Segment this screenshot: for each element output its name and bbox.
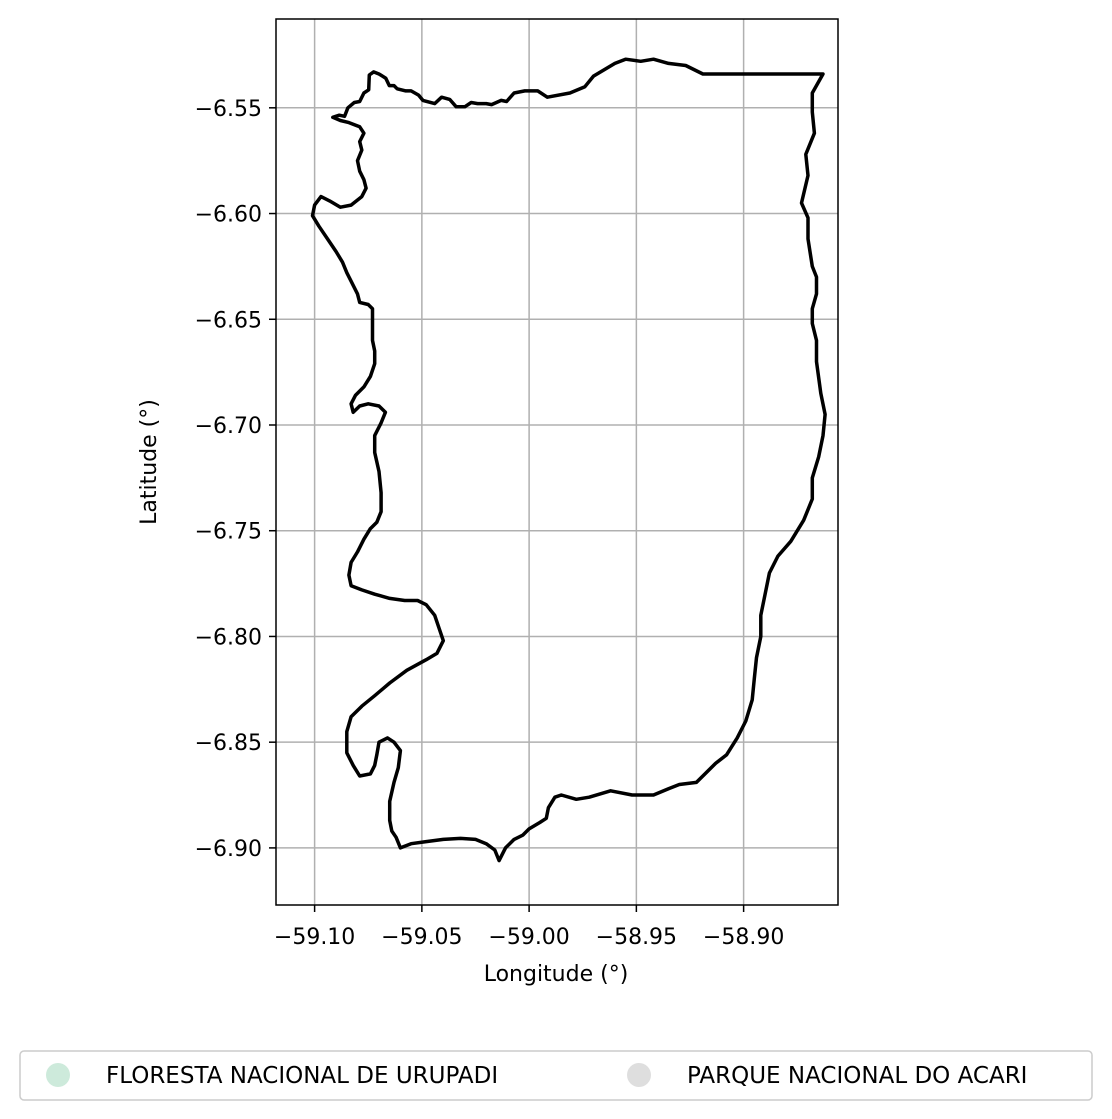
y-tick-label-6-65: −6.65 — [195, 308, 262, 333]
y-tick-label-6-60: −6.60 — [195, 203, 262, 228]
legend-label-floresta-nacional-de-urupadi: FLORESTA NACIONAL DE URUPADI — [106, 1063, 498, 1089]
legend-marker-floresta-nacional-de-urupadi — [46, 1063, 70, 1087]
legend-label-parque-nacional-do-acari: PARQUE NACIONAL DO ACARI — [687, 1063, 1027, 1089]
x-tick-label-59-05: −59.05 — [381, 925, 462, 950]
grid-lines — [276, 19, 838, 905]
y-tick-label-6-90: −6.90 — [195, 837, 262, 862]
protected-area-boundary — [310, 57, 827, 863]
x-tick-label-58-90: −58.90 — [703, 925, 784, 950]
y-tick-label-6-75: −6.75 — [195, 520, 262, 545]
x-tick-label-58-95: −58.95 — [596, 925, 677, 950]
x-tick-label-59-10: −59.10 — [274, 925, 355, 950]
legend-marker-parque-nacional-do-acari — [627, 1063, 651, 1087]
x-axis-label: Longitude (°) — [484, 962, 629, 987]
y-tick-label-6-80: −6.80 — [195, 625, 262, 650]
x-tick-label-59-00: −59.00 — [488, 925, 569, 950]
y-tick-label-6-70: −6.70 — [195, 414, 262, 439]
plot-area: −59.10 −59.05 −59.00 −58.95 −58.90 −6.55 −6.6… — [195, 18, 839, 950]
legend: FLORESTA NACIONAL DE URUPADI PARQUE NACI… — [19, 1050, 1093, 1101]
x-axis-ticks: −59.10 −59.05 −59.00 −58.95 −58.90 — [274, 905, 784, 950]
y-tick-label-6-85: −6.85 — [195, 731, 262, 756]
y-axis-label: Latitude (°) — [137, 399, 162, 525]
legend-frame — [19, 1050, 1093, 1101]
y-axis-ticks: −6.55 −6.60 −6.65 −6.70 −6.75 −6.80 −6.85 −6.90 — [195, 97, 276, 862]
y-tick-label-6-55: −6.55 — [195, 97, 262, 122]
plot-frame — [275, 18, 839, 906]
